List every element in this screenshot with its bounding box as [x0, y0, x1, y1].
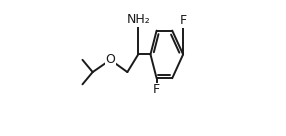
Text: NH₂: NH₂ — [126, 13, 150, 26]
Text: F: F — [180, 14, 187, 27]
Text: F: F — [153, 83, 160, 96]
Text: O: O — [106, 53, 115, 66]
